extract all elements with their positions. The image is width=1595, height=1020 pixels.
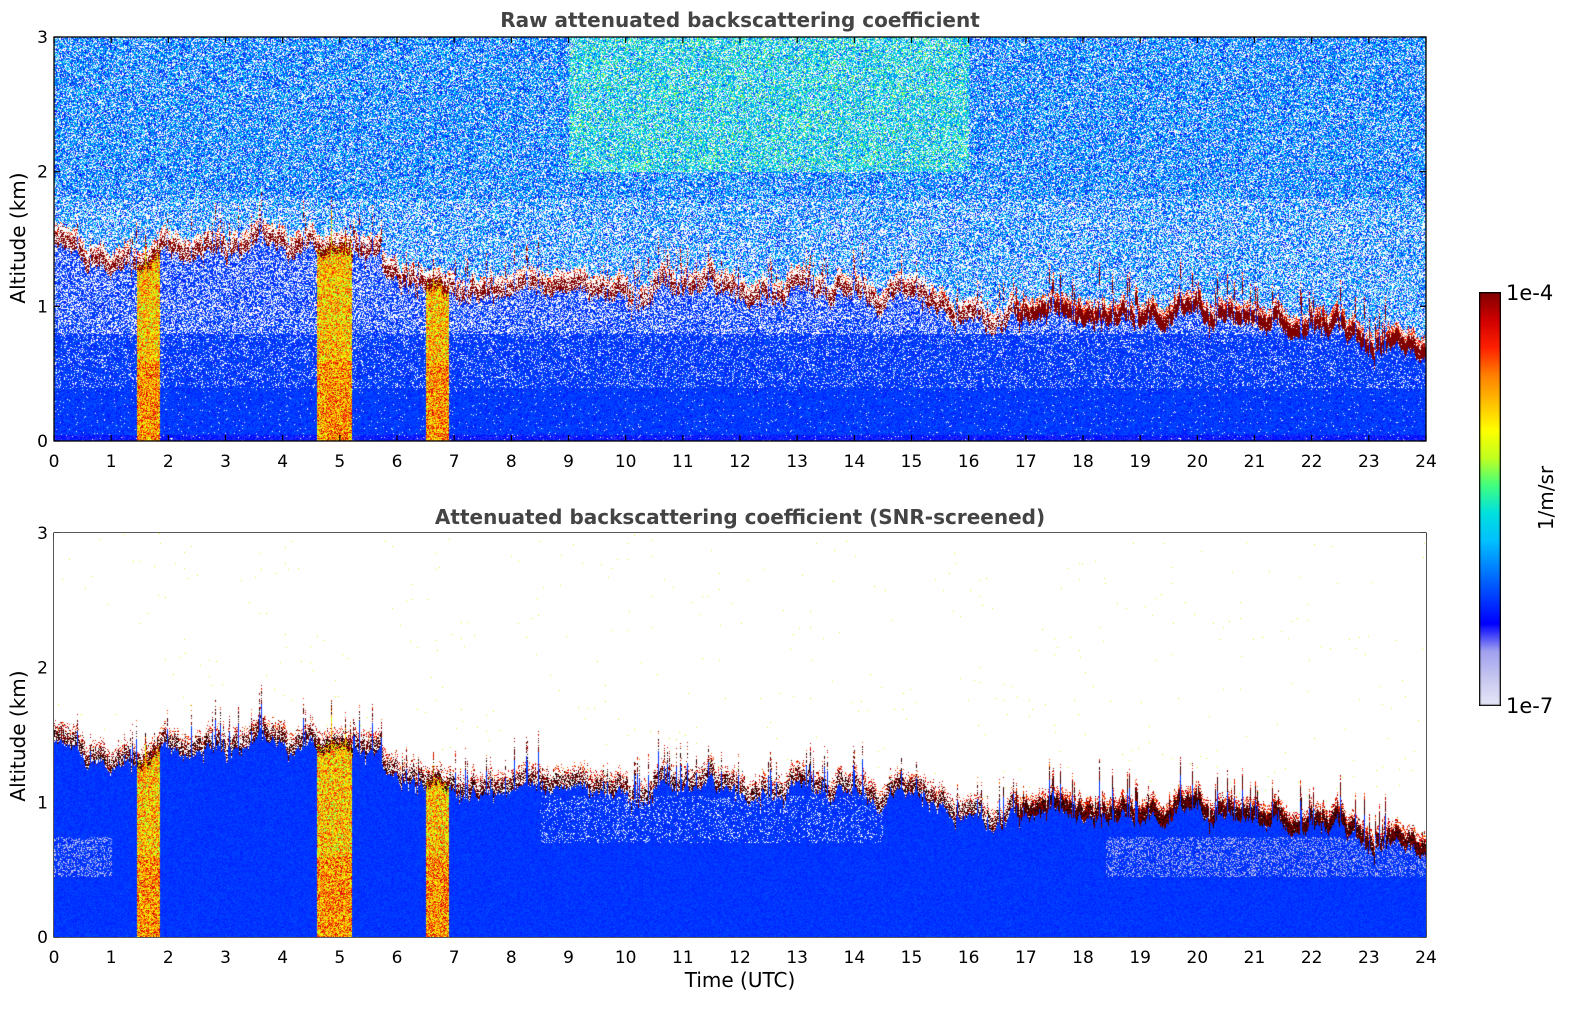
top-xtick-label: 4 bbox=[277, 452, 288, 472]
top-xtick-label: 21 bbox=[1244, 452, 1266, 472]
bottom-xtick-label: 20 bbox=[1187, 948, 1209, 968]
colorbar-min-label: 1e-7 bbox=[1506, 694, 1554, 718]
top-xtick-label: 23 bbox=[1358, 452, 1380, 472]
top-xtick-label: 6 bbox=[392, 452, 403, 472]
top-xtick-label: 7 bbox=[449, 452, 460, 472]
top-plot-frame bbox=[53, 36, 1427, 442]
bottom-xtick-label: 23 bbox=[1358, 948, 1380, 968]
bottom-xtick-label: 8 bbox=[506, 948, 517, 968]
top-xtick-label: 16 bbox=[958, 452, 980, 472]
top-xtick-label: 9 bbox=[563, 452, 574, 472]
top-xtick-label: 19 bbox=[1129, 452, 1151, 472]
bottom-heatmap bbox=[54, 533, 1426, 937]
top-heatmap bbox=[54, 37, 1426, 441]
top-xtick-label: 8 bbox=[506, 452, 517, 472]
top-ytick-label: 3 bbox=[37, 28, 48, 48]
top-xtick-label: 13 bbox=[786, 452, 808, 472]
bottom-ytick-label: 1 bbox=[37, 793, 48, 813]
bottom-xtick-label: 22 bbox=[1301, 948, 1323, 968]
colorbar-unit: 1/m/sr bbox=[1534, 465, 1558, 531]
top-ytick-label: 1 bbox=[37, 297, 48, 317]
top-xtick-label: 10 bbox=[615, 452, 637, 472]
top-xtick-label: 15 bbox=[901, 452, 923, 472]
bottom-xtick-label: 17 bbox=[1015, 948, 1037, 968]
top-xtick-label: 0 bbox=[49, 452, 60, 472]
bottom-ytick-label: 2 bbox=[37, 659, 48, 679]
bottom-xtick-label: 9 bbox=[563, 948, 574, 968]
bottom-xtick-label: 0 bbox=[49, 948, 60, 968]
bottom-xtick-label: 13 bbox=[786, 948, 808, 968]
top-panel-title: Raw attenuated backscattering coefficien… bbox=[500, 8, 980, 32]
top-xtick-label: 18 bbox=[1072, 452, 1094, 472]
top-xtick-label: 2 bbox=[163, 452, 174, 472]
bottom-xtick-label: 18 bbox=[1072, 948, 1094, 968]
bottom-panel-xlabel: Time (UTC) bbox=[684, 968, 796, 992]
bottom-xtick-label: 3 bbox=[220, 948, 231, 968]
bottom-panel-ylabel: Altitude (km) bbox=[6, 670, 30, 802]
top-xtick-label: 11 bbox=[672, 452, 694, 472]
bottom-ytick-label: 0 bbox=[37, 928, 48, 948]
top-xtick-label: 5 bbox=[334, 452, 345, 472]
bottom-xtick-label: 12 bbox=[729, 948, 751, 968]
bottom-panel-title: Attenuated backscattering coefficient (S… bbox=[434, 505, 1046, 529]
bottom-xtick-label: 6 bbox=[392, 948, 403, 968]
bottom-xtick-label: 4 bbox=[277, 948, 288, 968]
top-ytick-label: 0 bbox=[37, 432, 48, 452]
bottom-xtick-label: 19 bbox=[1129, 948, 1151, 968]
top-xtick-label: 12 bbox=[729, 452, 751, 472]
colorbar-max-label: 1e-4 bbox=[1506, 281, 1554, 305]
bottom-xtick-label: 7 bbox=[449, 948, 460, 968]
bottom-xtick-label: 21 bbox=[1244, 948, 1266, 968]
bottom-xtick-label: 2 bbox=[163, 948, 174, 968]
bottom-xtick-label: 5 bbox=[334, 948, 345, 968]
bottom-xtick-label: 10 bbox=[615, 948, 637, 968]
top-xtick-label: 1 bbox=[106, 452, 117, 472]
top-xtick-label: 20 bbox=[1187, 452, 1209, 472]
bottom-ytick-label: 3 bbox=[37, 524, 48, 544]
colorbar bbox=[1479, 292, 1501, 706]
top-xtick-label: 17 bbox=[1015, 452, 1037, 472]
bottom-xtick-label: 15 bbox=[901, 948, 923, 968]
bottom-xtick-label: 24 bbox=[1415, 948, 1437, 968]
bottom-xtick-label: 16 bbox=[958, 948, 980, 968]
top-ytick-label: 2 bbox=[37, 163, 48, 183]
bottom-xtick-label: 11 bbox=[672, 948, 694, 968]
top-xtick-label: 22 bbox=[1301, 452, 1323, 472]
top-xtick-label: 24 bbox=[1415, 452, 1437, 472]
bottom-xtick-label: 1 bbox=[106, 948, 117, 968]
top-xtick-label: 14 bbox=[844, 452, 866, 472]
bottom-xtick-label: 14 bbox=[844, 948, 866, 968]
top-xtick-label: 3 bbox=[220, 452, 231, 472]
